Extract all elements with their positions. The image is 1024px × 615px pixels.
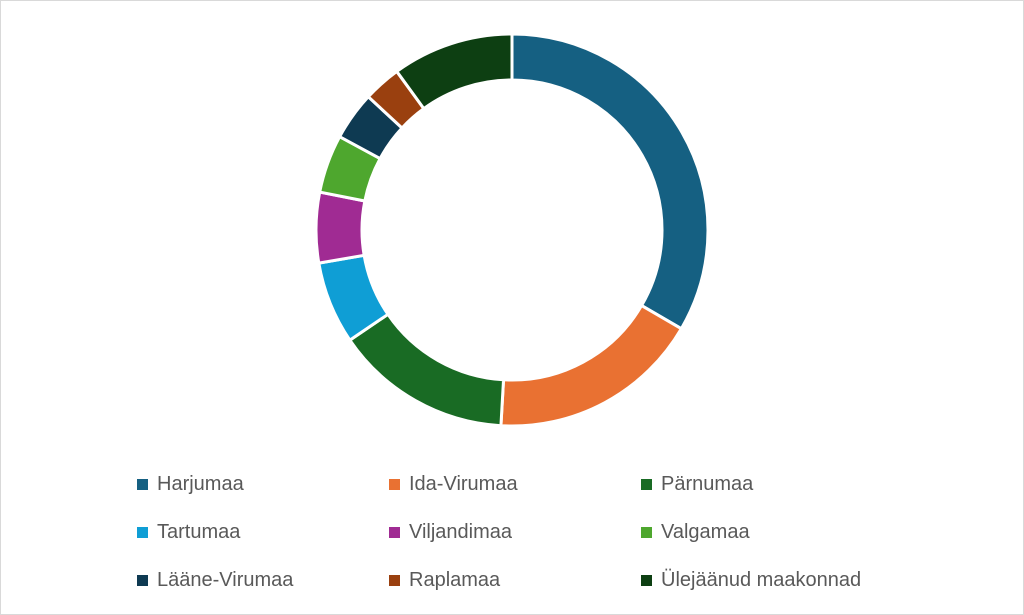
- legend-swatch: [137, 478, 148, 490]
- legend-swatch: [641, 574, 652, 586]
- legend-swatch: [389, 574, 400, 586]
- legend-item: Valgamaa: [641, 515, 901, 549]
- legend-label: Tartumaa: [157, 520, 241, 543]
- legend-item: Pärnumaa: [641, 467, 901, 501]
- legend-swatch: [641, 478, 652, 490]
- legend-label: Raplamaa: [409, 568, 501, 591]
- legend-item: Lääne-Virumaa: [137, 563, 389, 597]
- legend-label: Viljandimaa: [409, 520, 513, 543]
- donut-slice-Ülejäänud maakonnad: [394, 32, 514, 111]
- legend: Harjumaa Ida-Virumaa Pärnumaa Tartumaa Vilja…: [137, 467, 901, 597]
- legend-label: Harjumaa: [157, 472, 244, 495]
- donut-slice-Viljandimaa: [314, 190, 367, 265]
- legend-label: Ülejäänud maakonnad: [661, 568, 862, 591]
- legend-label: Lääne-Virumaa: [157, 568, 294, 591]
- legend-item: Raplamaa: [389, 563, 641, 597]
- legend-swatch: [389, 526, 400, 538]
- donut-slice-Harjumaa: [510, 32, 710, 331]
- legend-item: Ida-Virumaa: [389, 467, 641, 501]
- legend-label: Pärnumaa: [661, 472, 754, 495]
- legend-swatch: [641, 526, 652, 538]
- donut-slice-Ida-Virumaa: [499, 303, 684, 428]
- donut-slice-Pärnumaa: [347, 312, 506, 428]
- legend-item: Viljandimaa: [389, 515, 641, 549]
- legend-swatch: [137, 574, 148, 586]
- legend-item: Harjumaa: [137, 467, 389, 501]
- legend-item: Ülejäänud maakonnad: [641, 563, 901, 597]
- donut-chart: [314, 32, 710, 428]
- legend-item: Tartumaa: [137, 515, 389, 549]
- legend-label: Valgamaa: [661, 520, 750, 543]
- legend-label: Ida-Virumaa: [409, 472, 518, 495]
- legend-swatch: [389, 478, 400, 490]
- legend-swatch: [137, 526, 148, 538]
